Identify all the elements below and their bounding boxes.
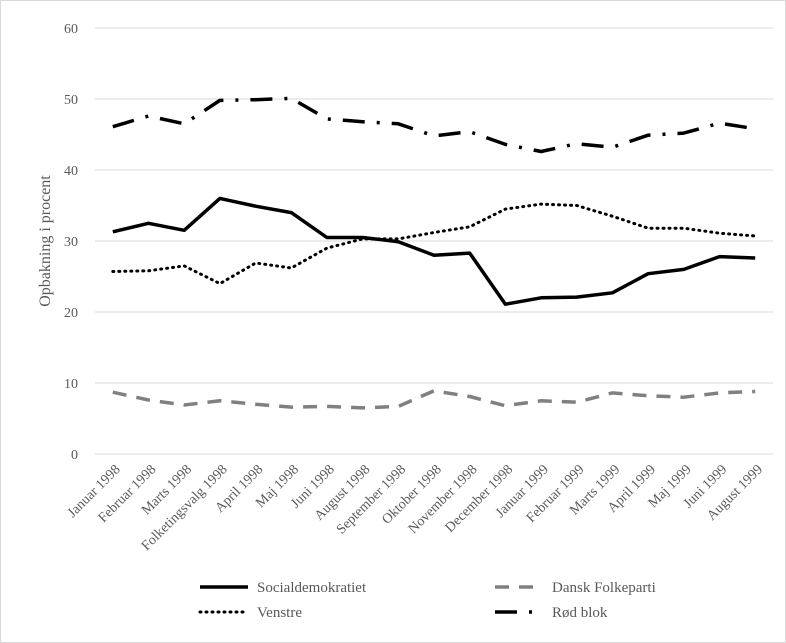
legend: Socialdemokratiet Dansk Folkeparti Venstre… (198, 580, 656, 621)
y-tick-label: 50 (64, 93, 78, 108)
y-tick-label: 20 (64, 306, 78, 321)
y-tick-label: 30 (64, 235, 78, 250)
gridlines (95, 27, 773, 455)
y-tick-label: 10 (64, 377, 78, 392)
y-tick-label: 40 (64, 164, 78, 179)
series-line-r-d-blok (112, 96, 756, 154)
legend-label: Venstre (257, 605, 302, 621)
series-line-socialdemokratiet (112, 196, 756, 306)
series-line-venstre (111, 202, 757, 286)
y-axis-ticks: 0 10 20 30 40 50 60 (64, 22, 78, 463)
legend-label: Socialdemokratiet (257, 580, 367, 596)
legend-label: Rød blok (552, 605, 608, 621)
y-tick-label: 0 (71, 448, 78, 463)
y-tick-label: 60 (64, 22, 78, 37)
series-lines (111, 96, 757, 410)
series-line-dansk-folkeparti (112, 389, 756, 410)
legend-label: Dansk Folkeparti (552, 580, 656, 596)
y-axis-title: Opbakning i procent (37, 175, 54, 307)
